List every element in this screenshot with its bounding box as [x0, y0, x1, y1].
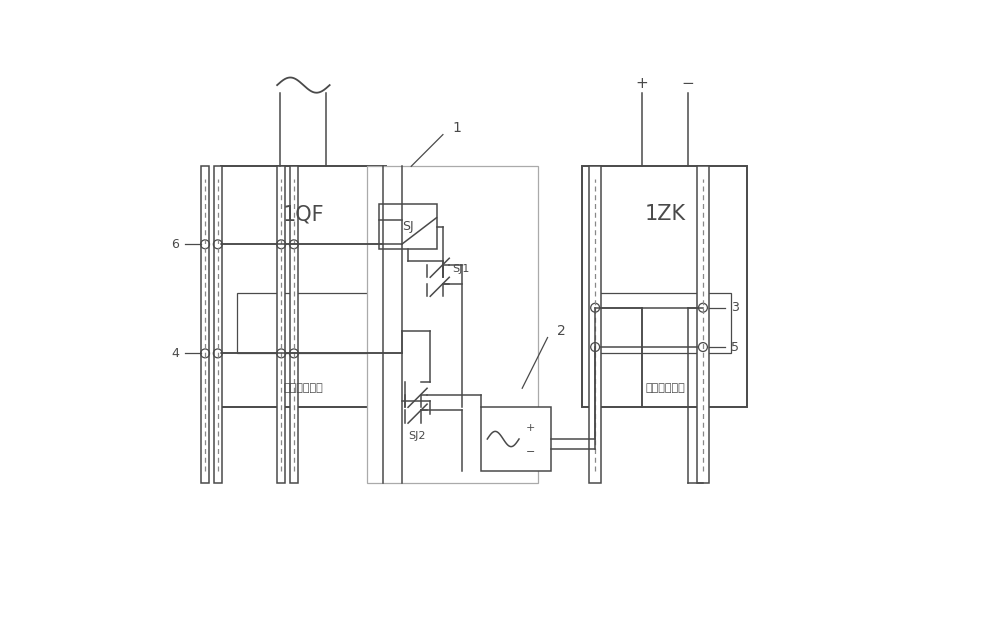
- Text: 1ZK: 1ZK: [644, 204, 685, 224]
- Bar: [201, 166, 209, 483]
- Text: 1QF: 1QF: [283, 204, 324, 224]
- Text: +: +: [635, 76, 648, 91]
- Bar: [481, 407, 551, 471]
- Bar: [582, 166, 747, 407]
- Text: 交流空气开关: 交流空气开关: [284, 383, 323, 393]
- Text: 6: 6: [171, 238, 179, 251]
- Bar: [697, 166, 709, 483]
- Text: −: −: [526, 447, 535, 457]
- Bar: [214, 166, 222, 483]
- Bar: [290, 166, 298, 483]
- Text: −: −: [682, 76, 694, 91]
- Text: 4: 4: [171, 347, 179, 360]
- Bar: [277, 166, 285, 483]
- Text: 2: 2: [557, 324, 566, 338]
- Text: 1: 1: [452, 121, 461, 135]
- Text: 5: 5: [731, 341, 739, 354]
- Bar: [367, 166, 538, 483]
- Text: SJ: SJ: [402, 220, 414, 233]
- Text: +: +: [526, 422, 535, 433]
- Text: 直流空气开关: 直流空气开关: [645, 383, 685, 393]
- Bar: [237, 293, 370, 354]
- Bar: [379, 204, 437, 248]
- Bar: [221, 166, 386, 407]
- Text: 3: 3: [731, 301, 739, 314]
- Bar: [598, 293, 731, 354]
- Text: SJ2: SJ2: [408, 431, 426, 441]
- Bar: [589, 166, 601, 483]
- Text: SJ1: SJ1: [452, 264, 470, 274]
